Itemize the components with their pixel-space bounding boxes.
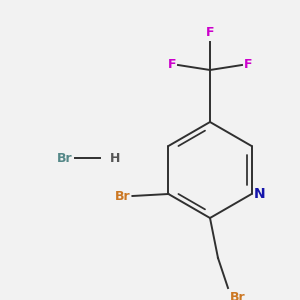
Text: H: H: [110, 152, 120, 164]
Text: Br: Br: [115, 190, 130, 202]
Text: Br: Br: [230, 291, 246, 300]
Text: F: F: [167, 58, 176, 71]
Text: N: N: [254, 187, 265, 201]
Text: F: F: [206, 26, 214, 39]
Text: Br: Br: [57, 152, 73, 164]
Text: F: F: [244, 58, 253, 71]
